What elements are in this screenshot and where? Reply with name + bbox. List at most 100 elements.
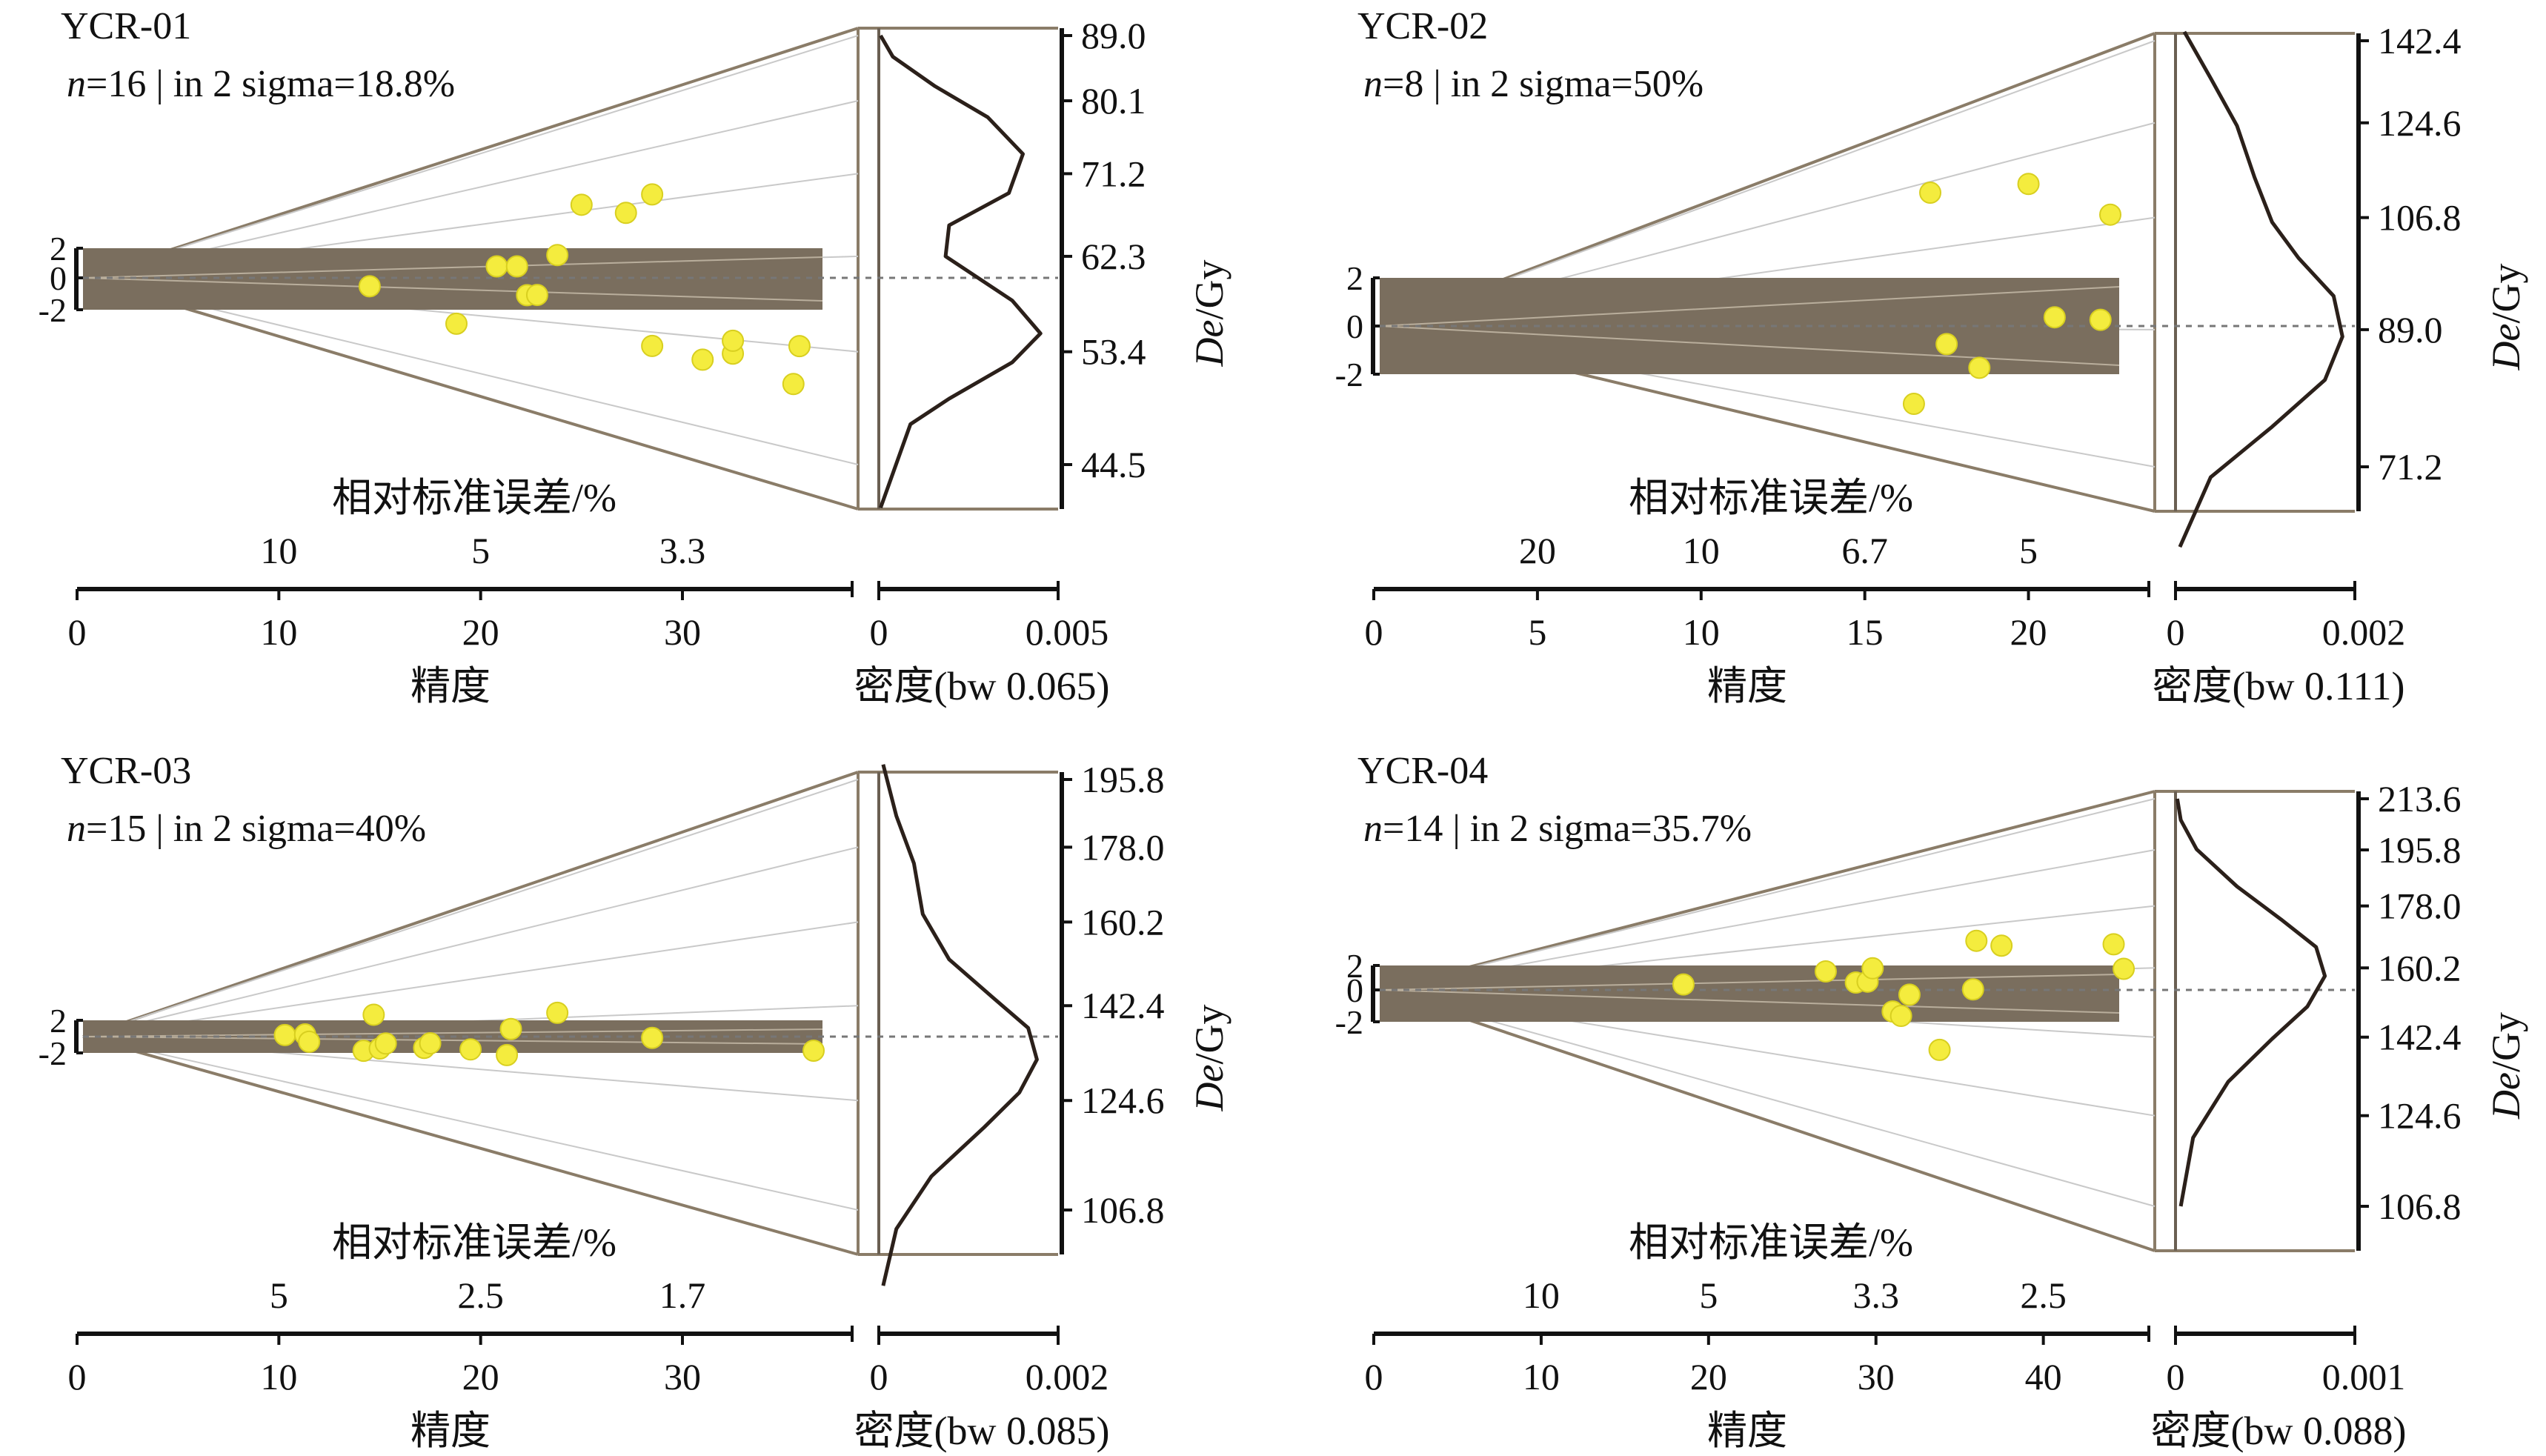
density-axis-label: 密度(bw 0.065): [854, 664, 1110, 708]
density-tick-label: 0.002: [2322, 611, 2406, 653]
band-ray: [82, 1036, 823, 1045]
de-axis-label: De/Gy: [1187, 260, 1232, 368]
rse-tick-label: 5: [270, 1274, 288, 1316]
z-tick-label: 0: [50, 259, 67, 297]
precision-axis-label: 精度: [411, 1409, 491, 1453]
data-point: [445, 312, 468, 335]
data-point: [1935, 333, 1958, 356]
grid-ray: [82, 846, 859, 1037]
precision-tick-label: 15: [1847, 611, 1884, 653]
density-axis-label: 密度(bw 0.085): [854, 1409, 1110, 1453]
de-tick-label: 142.4: [1081, 985, 1165, 1026]
data-point: [641, 1026, 664, 1049]
data-point: [782, 373, 805, 396]
data-point: [1919, 182, 1942, 205]
de-tick-label: 71.2: [2378, 446, 2443, 488]
rse-tick-label: 5: [1699, 1274, 1718, 1316]
z-tick-label: 2: [50, 1002, 67, 1040]
wedge-lower-line: [82, 276, 859, 511]
z-tick-label: -2: [39, 291, 67, 329]
wedge-lower-line: [1379, 988, 2156, 1252]
stats-line: n=14 | in 2 sigma=35.7%: [1363, 808, 1752, 850]
data-point: [1965, 929, 1988, 952]
density-curve: [879, 34, 1043, 509]
z-tick-label: 2: [1346, 947, 1363, 985]
band-ray: [1379, 974, 2120, 991]
z-tick-label: -2: [39, 1034, 67, 1072]
data-point: [2017, 173, 2040, 196]
data-point: [1898, 983, 1921, 1006]
density-curve: [2175, 798, 2327, 1207]
z-tick-label: 2: [1346, 259, 1363, 297]
precision-axis-label: 精度: [411, 664, 491, 708]
de-tick-label: 142.4: [2378, 1017, 2462, 1058]
data-point: [2113, 957, 2135, 980]
wedge-upper-line: [82, 27, 859, 279]
density-tick-label: 0.002: [1026, 1356, 1109, 1397]
data-point: [374, 1032, 397, 1055]
data-point: [273, 1023, 296, 1046]
data-point: [485, 255, 508, 278]
density-tick-label: 0: [2167, 1356, 2185, 1397]
precision-tick-label: 40: [2025, 1356, 2062, 1397]
data-point: [496, 1043, 519, 1066]
precision-tick-label: 10: [1523, 1356, 1560, 1397]
de-tick-label: 160.2: [2378, 947, 2462, 988]
density-axis-label: 密度(bw 0.111): [2153, 664, 2405, 708]
rse-tick-label: 10: [1523, 1274, 1560, 1316]
stats-line: n=16 | in 2 sigma=18.8%: [67, 63, 455, 105]
band-ray: [1379, 989, 2120, 1014]
de-tick-label: 178.0: [1081, 826, 1165, 868]
density-curve: [881, 764, 1039, 1286]
data-point: [1928, 1038, 1951, 1061]
grid-ray: [82, 779, 859, 1037]
wedge-upper-line: [1379, 790, 2156, 991]
data-point: [459, 1038, 482, 1061]
data-point: [2099, 203, 2121, 226]
density-curve: [2178, 30, 2344, 548]
rse-tick-label: 1.7: [659, 1274, 706, 1316]
data-point: [614, 202, 637, 225]
precision-tick-label: 5: [1528, 611, 1546, 653]
z-tick-label: 2: [50, 230, 67, 267]
stats-line: n=15 | in 2 sigma=40%: [67, 808, 426, 850]
data-point: [641, 183, 664, 206]
precision-tick-label: 20: [462, 611, 499, 653]
precision-tick-label: 20: [1690, 1356, 1727, 1397]
wedge-upper-line: [1379, 32, 2156, 328]
precision-tick-label: 0: [1365, 611, 1383, 653]
precision-tick-label: 20: [462, 1356, 499, 1397]
data-point: [2089, 308, 2112, 331]
data-point: [546, 1001, 569, 1024]
data-point: [802, 1039, 825, 1062]
data-point: [570, 193, 593, 216]
rse-axis-label: 相对标准误差/%: [332, 1220, 616, 1265]
de-tick-label: 195.8: [1081, 759, 1165, 800]
grid-ray: [82, 35, 859, 279]
de-tick-label: 106.8: [1081, 1189, 1165, 1231]
precision-tick-label: 10: [260, 611, 297, 653]
density-axis-label: 密度(bw 0.088): [2151, 1409, 2407, 1453]
rse-tick-label: 10: [1683, 530, 1720, 571]
panel-title: YCR-03: [61, 750, 191, 792]
panel-title: YCR-02: [1357, 5, 1488, 47]
panel-title: YCR-01: [61, 5, 191, 47]
precision-tick-label: 10: [260, 1356, 297, 1397]
data-point: [1961, 978, 1984, 1001]
de-axis-label: De/Gy: [1187, 1005, 1232, 1112]
data-point: [419, 1032, 442, 1055]
data-point: [2102, 933, 2125, 956]
precision-tick-label: 30: [664, 1356, 701, 1397]
grid-ray: [1379, 798, 2156, 991]
de-tick-label: 124.6: [2378, 102, 2462, 144]
z-tick-label: -2: [1335, 356, 1363, 393]
de-tick-label: 53.4: [1081, 331, 1146, 373]
de-tick-label: 89.0: [1081, 15, 1146, 56]
de-tick-label: 142.4: [2378, 20, 2462, 62]
precision-tick-label: 0: [68, 611, 87, 653]
data-point: [1814, 960, 1837, 983]
density-tick-label: 0.005: [1026, 611, 1109, 653]
rse-tick-label: 3.3: [659, 530, 706, 571]
band-ray: [1379, 325, 2120, 366]
